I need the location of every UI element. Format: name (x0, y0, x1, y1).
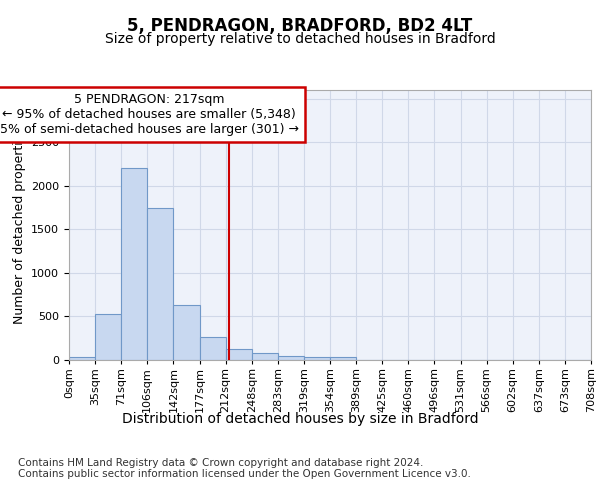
Bar (95, 314, 121, 360)
Bar (304, 356, 330, 360)
Bar (226, 348, 252, 360)
Text: Distribution of detached houses by size in Bradford: Distribution of detached houses by size … (122, 412, 478, 426)
Bar (173, 304, 199, 360)
Bar (278, 356, 304, 360)
Text: Contains HM Land Registry data © Crown copyright and database right 2024.
Contai: Contains HM Land Registry data © Crown c… (18, 458, 471, 479)
Text: Size of property relative to detached houses in Bradford: Size of property relative to detached ho… (104, 32, 496, 46)
Bar (252, 354, 278, 360)
Text: 5 PENDRAGON: 217sqm
← 95% of detached houses are smaller (5,348)
5% of semi-deta: 5 PENDRAGON: 217sqm ← 95% of detached ho… (0, 93, 299, 136)
Bar (199, 338, 226, 360)
Bar (148, 208, 173, 360)
Y-axis label: Number of detached properties: Number of detached properties (13, 126, 26, 324)
Bar (69, 358, 95, 360)
Text: 5, PENDRAGON, BRADFORD, BD2 4LT: 5, PENDRAGON, BRADFORD, BD2 4LT (127, 18, 473, 36)
Bar (121, 168, 148, 360)
Bar (330, 357, 356, 360)
